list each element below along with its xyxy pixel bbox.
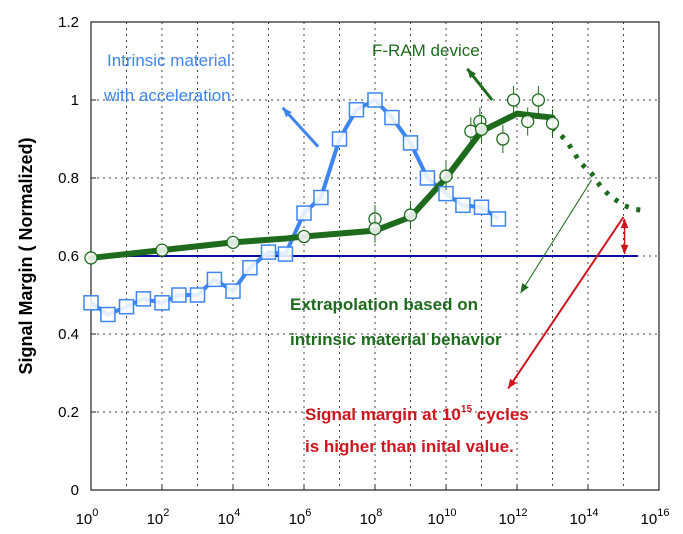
intrinsic-data-point: [118, 298, 135, 315]
fram-data-point: [531, 93, 546, 107]
annotation-arrows: [281, 67, 629, 390]
intrinsic-data-point: [367, 92, 383, 108]
annotation-signal-after: cycles: [472, 405, 529, 424]
intrinsic-data-point: [225, 283, 241, 299]
extrapolation-line: [550, 125, 647, 214]
axes: 0 0.2 0.4 0.6 0.8 1 1.2 100 102 104 106 108 1010 1012…: [58, 14, 669, 528]
annotation-intrinsic: Intrinsic material with acceleration: [103, 51, 236, 105]
fram-data-point: [297, 229, 311, 244]
fram-data-point: [545, 116, 560, 131]
fram-data-point: [403, 208, 418, 222]
intrinsic-data-point: [313, 189, 329, 206]
x-tick-label: 108: [360, 507, 383, 528]
intrinsic-data-point: [402, 135, 419, 151]
fram-data-point: [155, 243, 169, 257]
intrinsic-data-point: [296, 205, 312, 221]
y-tick-label: 0.4: [58, 326, 79, 343]
x-tick-label: 1012: [499, 507, 528, 528]
x-tick-label: 104: [218, 507, 241, 528]
y-tick-label: 1.2: [58, 14, 79, 31]
intrinsic-series-line: [89, 98, 500, 317]
intrinsic-data-point: [242, 259, 258, 276]
intrinsic-data-point: [384, 109, 400, 126]
margin-gap-arrow-head: [620, 218, 629, 229]
annotation-extrapolation-line2: intrinsic material behavior: [290, 330, 502, 349]
intrinsic-data-point: [260, 244, 277, 260]
intrinsic-data-point: [455, 197, 471, 214]
fram-data-point: [439, 169, 453, 183]
fram-data-point: [368, 222, 382, 236]
annotation-extrapolation: Extrapolation based on intrinsic materia…: [290, 295, 502, 349]
intrinsic-arrow-head: [282, 107, 292, 118]
annotation-signal-margin: Signal margin at 1015 cycles is higher t…: [305, 404, 533, 456]
intrinsic-data-point: [277, 246, 294, 262]
signal-margin-arrow-head: [508, 378, 517, 389]
signal-margin-arrow: [507, 216, 625, 390]
annotation-signal-sup: 15: [461, 404, 473, 415]
fram-data-point: [521, 114, 535, 129]
annotation-signal-line2: is higher than inital value.: [305, 437, 514, 456]
annotation-extrapolation-line1: Extrapolation based on: [290, 295, 478, 314]
series-layer: [83, 86, 647, 323]
margin-gap-arrow-head: [620, 244, 629, 255]
y-tick-label: 0.2: [58, 404, 79, 421]
x-tick-label: 102: [147, 507, 170, 528]
annotation-intrinsic-line2: with acceleration: [103, 86, 231, 105]
fram-data-point: [226, 235, 240, 250]
intrinsic-data-point: [348, 102, 365, 118]
annotation-signal-line1: Signal margin at 10: [305, 405, 461, 424]
y-tick-label: 0.6: [58, 248, 79, 265]
x-tick-label: 1010: [428, 507, 457, 528]
intrinsic-data-point: [154, 295, 170, 311]
fram-data-point: [506, 93, 521, 107]
fram-data-point: [474, 122, 489, 136]
annotation-intrinsic-line1: Intrinsic material: [107, 51, 231, 70]
intrinsic-data-point: [490, 211, 507, 227]
intrinsic-data-point: [206, 271, 223, 288]
x-tick-label: 106: [289, 507, 312, 528]
x-tick-label: 1014: [570, 507, 599, 528]
fram-data-point: [464, 124, 478, 138]
x-tick-label: 1016: [641, 507, 670, 528]
extrapolation-arrow-head: [520, 283, 529, 294]
intrinsic-data-point: [419, 170, 436, 186]
fram-data-point: [496, 132, 510, 146]
intrinsic-data-point: [473, 199, 490, 215]
y-tick-label: 0.8: [58, 170, 79, 187]
extrapolation-arrow: [520, 179, 592, 294]
intrinsic-data-point: [331, 131, 348, 147]
fram-fit-line: [88, 110, 556, 261]
y-tick-label: 1: [71, 92, 79, 109]
intrinsic-data-point: [135, 291, 152, 307]
annotation-fram: F-RAM device: [372, 41, 480, 60]
y-axis-label: Signal Margin ( Normalized): [16, 137, 36, 374]
fram-data-point: [84, 251, 98, 265]
intrinsic-data-point: [83, 295, 99, 311]
intrinsic-data-point: [100, 306, 116, 323]
fram-arrow-head: [467, 68, 477, 79]
x-tick-label: 100: [76, 507, 99, 528]
intrinsic-data-point: [171, 287, 187, 303]
intrinsic-data-point: [189, 287, 206, 303]
y-tick-label: 0: [71, 482, 79, 499]
